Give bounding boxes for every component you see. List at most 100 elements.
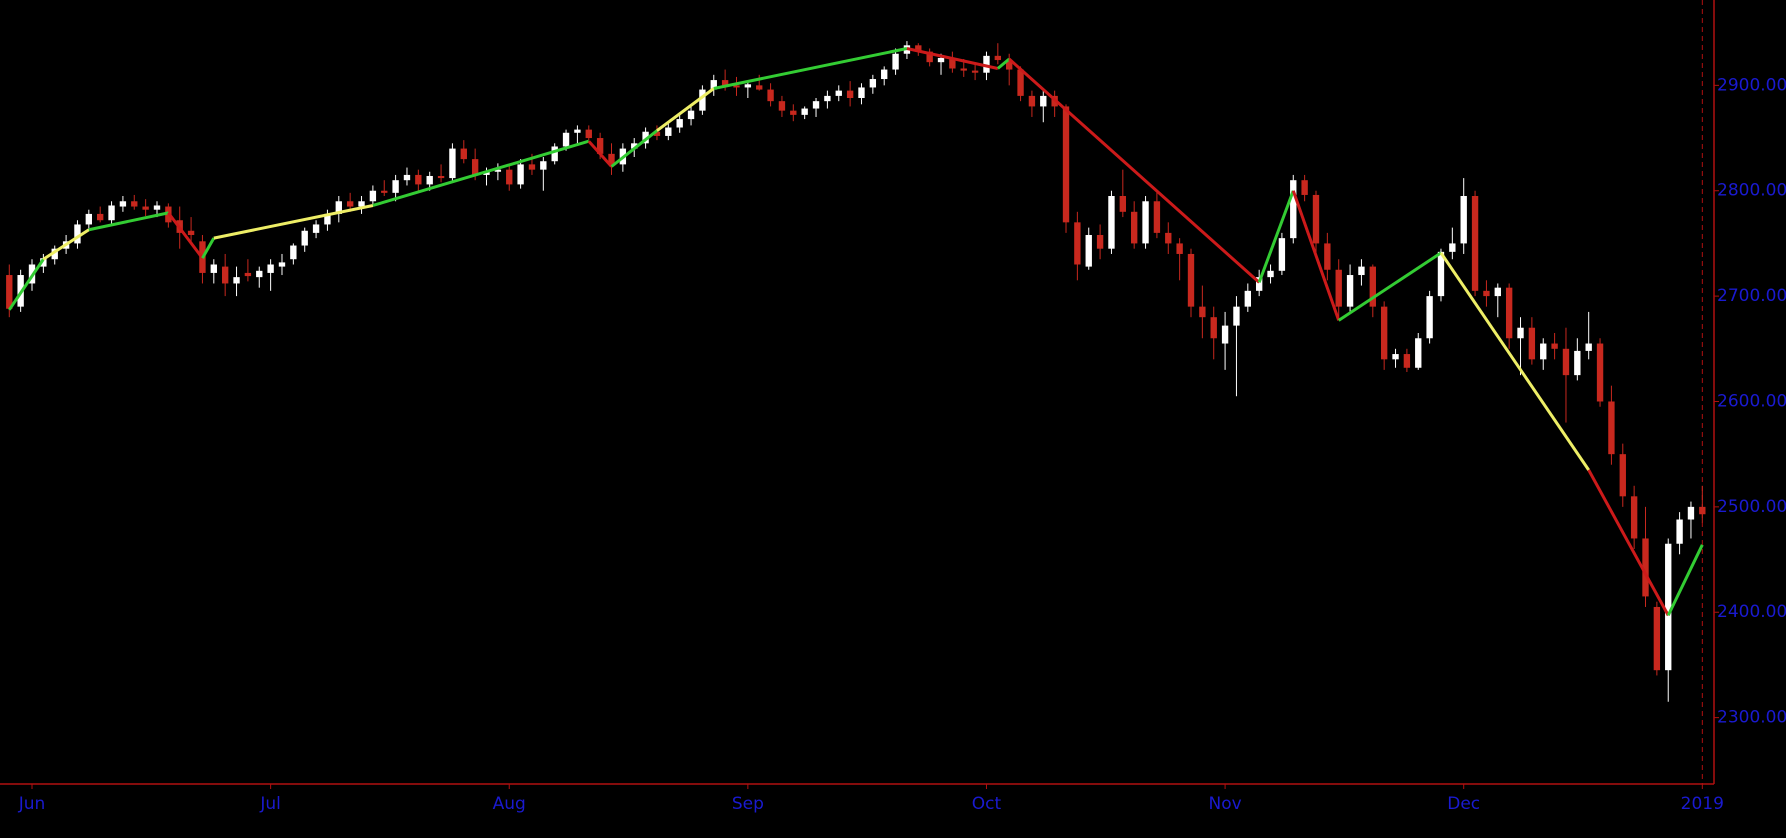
candle-body	[142, 206, 149, 210]
candle-body	[1165, 232, 1172, 244]
candle-body	[699, 89, 706, 111]
candle-body	[744, 84, 752, 88]
candle-body	[1471, 196, 1479, 291]
candle-body	[528, 164, 536, 170]
candle-body	[233, 277, 240, 284]
candle-body	[221, 266, 229, 284]
candle-body	[971, 70, 979, 73]
candle-body	[97, 213, 104, 221]
candle-body	[1562, 348, 1570, 376]
candle-body	[1380, 306, 1388, 360]
x-tick-label: Aug	[493, 794, 526, 814]
trend-segment	[1008, 57, 1261, 284]
candle-body	[540, 161, 547, 170]
candle-body	[608, 153, 615, 165]
candle-body	[1153, 201, 1161, 233]
candle-body	[915, 45, 922, 52]
candle-body	[960, 68, 967, 71]
candle-body	[369, 190, 377, 202]
candle-body	[846, 90, 854, 98]
candle-body	[290, 245, 297, 260]
trend-segment	[656, 87, 715, 132]
y-tick-label: 2800.00	[1717, 181, 1786, 201]
candle-body	[1312, 194, 1320, 244]
candle-body	[1415, 338, 1422, 368]
candle-body	[994, 55, 1002, 61]
x-tick-label: 2019	[1681, 794, 1724, 814]
candle-body	[562, 132, 570, 147]
candle-body	[1676, 519, 1683, 544]
candle-body	[1437, 251, 1445, 297]
y-tick-label: 2500.00	[1717, 497, 1786, 517]
candle-body	[1131, 211, 1138, 244]
candle-body	[926, 51, 933, 63]
candle-body	[517, 164, 524, 185]
candle-body	[881, 69, 888, 80]
candle-body	[1699, 506, 1706, 515]
candle-body	[1006, 60, 1013, 70]
y-tick-label: 2300.00	[1717, 708, 1786, 728]
candle-body	[426, 175, 433, 185]
candle-body	[1221, 325, 1229, 344]
candle-body	[1358, 266, 1365, 276]
candle-body	[1665, 543, 1672, 671]
candle-body	[267, 264, 274, 273]
candle-body	[676, 119, 683, 128]
trend-segment	[1439, 252, 1590, 471]
candle-body	[1119, 196, 1127, 212]
candle-body	[324, 213, 331, 225]
candle-body	[1403, 354, 1411, 368]
candle-body	[187, 230, 195, 235]
candle-body	[1255, 277, 1263, 291]
candle-body	[642, 131, 649, 144]
candle-body	[1142, 201, 1149, 244]
candle-body	[449, 148, 456, 179]
candle-body	[494, 169, 502, 172]
candle-body	[312, 224, 320, 233]
candle-body	[392, 180, 399, 193]
candle-body	[756, 85, 763, 90]
trend-segment	[8, 258, 45, 311]
candle-body	[710, 80, 717, 90]
candle-body	[1687, 506, 1695, 520]
candle-body	[1596, 343, 1604, 402]
x-tick-label: Sep	[732, 794, 764, 814]
candle-body	[1346, 275, 1354, 307]
trend-segment	[906, 47, 999, 70]
trend-segment	[372, 139, 590, 207]
candle-body	[812, 101, 820, 109]
trend-segment	[1257, 190, 1295, 283]
candle-body	[733, 85, 740, 88]
candle-body	[1085, 234, 1092, 267]
candle-body	[1540, 343, 1547, 360]
candle-body	[1290, 180, 1297, 239]
candle-body	[1199, 306, 1206, 318]
candle-body	[131, 201, 138, 207]
candle-body	[551, 146, 558, 162]
trend-segment	[996, 57, 1011, 70]
x-tick-label: Jul	[259, 794, 281, 814]
candle-body	[6, 275, 13, 309]
candle-body	[721, 80, 729, 86]
candle-body	[983, 55, 990, 73]
candle-body	[1210, 317, 1217, 339]
candle-body	[358, 201, 365, 207]
candle-body	[301, 230, 308, 246]
x-tick-label: Oct	[972, 794, 1002, 814]
candle-body	[596, 138, 604, 154]
candle-body	[40, 258, 47, 267]
candle-body	[506, 169, 513, 185]
candle-body	[471, 159, 479, 175]
candle-body	[437, 175, 445, 179]
candle-body	[1028, 95, 1036, 107]
y-tick-label: 2900.00	[1717, 75, 1786, 95]
candle-body	[1187, 253, 1195, 307]
candle-body	[801, 108, 808, 115]
candle-body	[858, 87, 865, 98]
candle-body	[937, 57, 945, 63]
candle-body	[835, 90, 842, 96]
candle-body	[1608, 401, 1615, 455]
